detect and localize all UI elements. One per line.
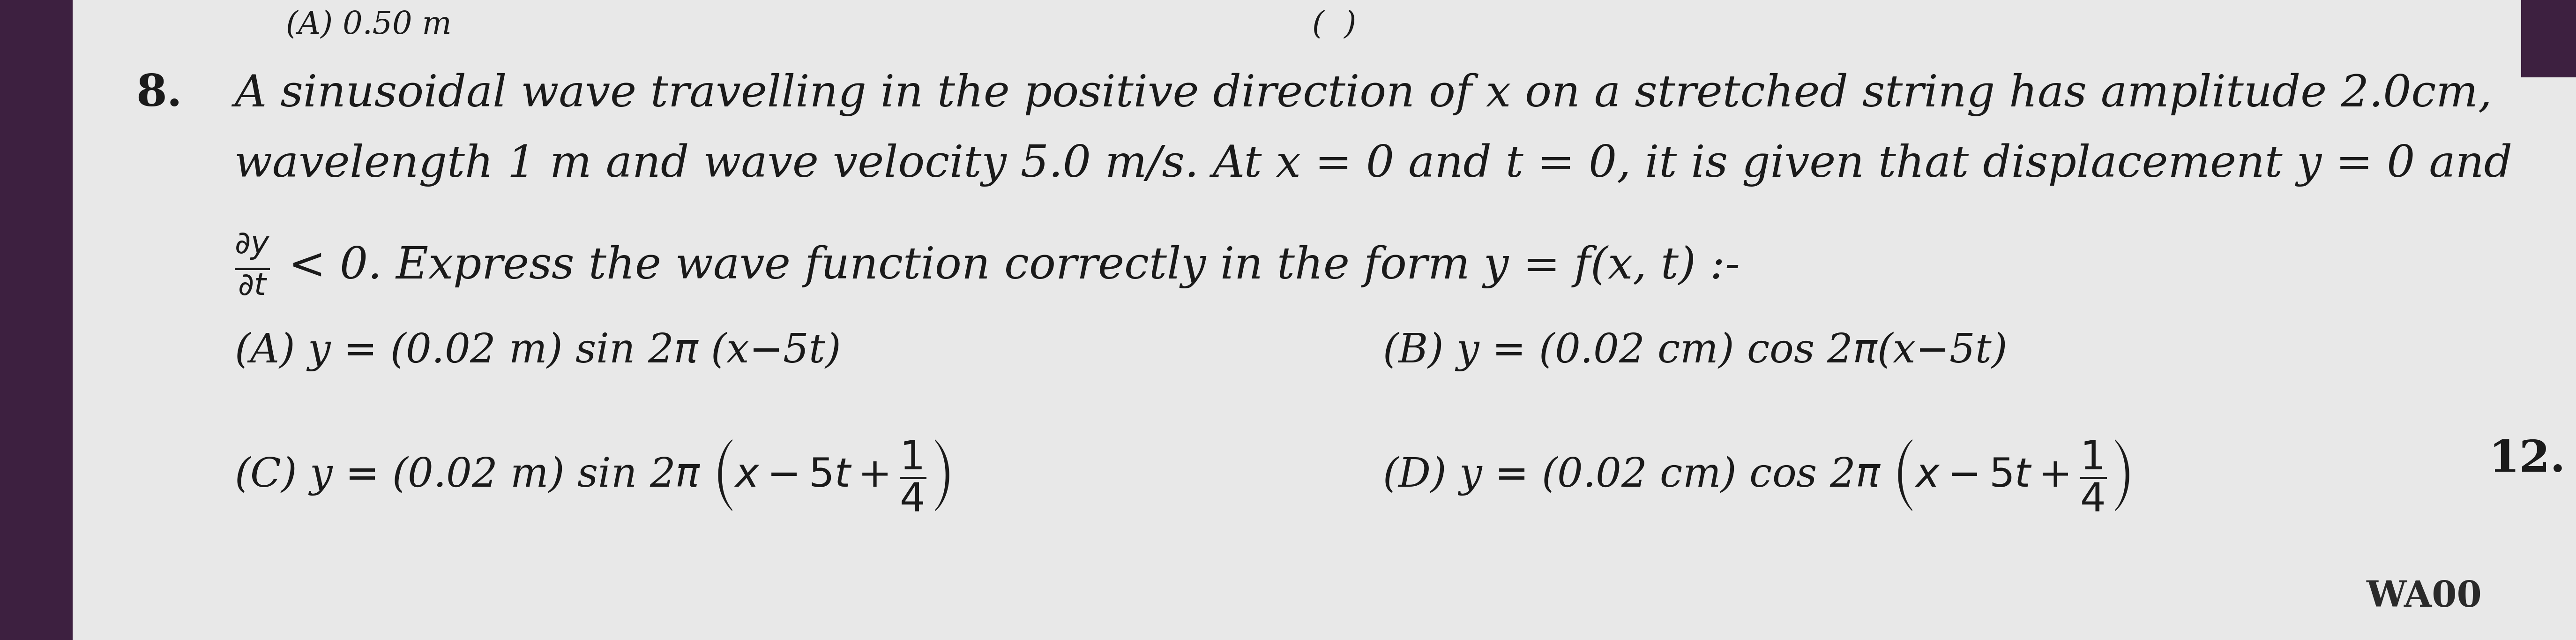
Text: $\frac{\partial y}{\partial t}$ < 0. Express the wave function correctly in the : $\frac{\partial y}{\partial t}$ < 0. Exp… <box>234 232 1739 298</box>
Text: (A) y = (0.02 m) sin 2$\pi$ (x$-$5t): (A) y = (0.02 m) sin 2$\pi$ (x$-$5t) <box>234 330 840 372</box>
Text: 8.: 8. <box>137 73 183 115</box>
Text: (C) y = (0.02 m) sin 2$\pi$ $\left(x-5t+\dfrac{1}{4}\right)$: (C) y = (0.02 m) sin 2$\pi$ $\left(x-5t+… <box>234 438 951 512</box>
Text: (A) 0.50 m: (A) 0.50 m <box>286 10 451 40</box>
Text: WA00: WA00 <box>2367 579 2483 614</box>
Text: wavelength 1 m and wave velocity 5.0 m/s. At x = 0 and t = 0, it is given that d: wavelength 1 m and wave velocity 5.0 m/s… <box>234 143 2512 186</box>
Text: (  ): ( ) <box>1311 10 1358 40</box>
Bar <box>0 0 72 640</box>
Text: A sinusoidal wave travelling in the positive direction of x on a stretched strin: A sinusoidal wave travelling in the posi… <box>234 73 2491 116</box>
Text: (B) y = (0.02 cm) cos 2$\pi$(x$-$5t): (B) y = (0.02 cm) cos 2$\pi$(x$-$5t) <box>1383 330 2007 372</box>
Text: (D) y = (0.02 cm) cos 2$\pi$ $\left(x-5t+\dfrac{1}{4}\right)$: (D) y = (0.02 cm) cos 2$\pi$ $\left(x-5t… <box>1383 438 2130 512</box>
Text: 12.: 12. <box>2488 438 2566 481</box>
Bar <box>2522 0 2576 77</box>
